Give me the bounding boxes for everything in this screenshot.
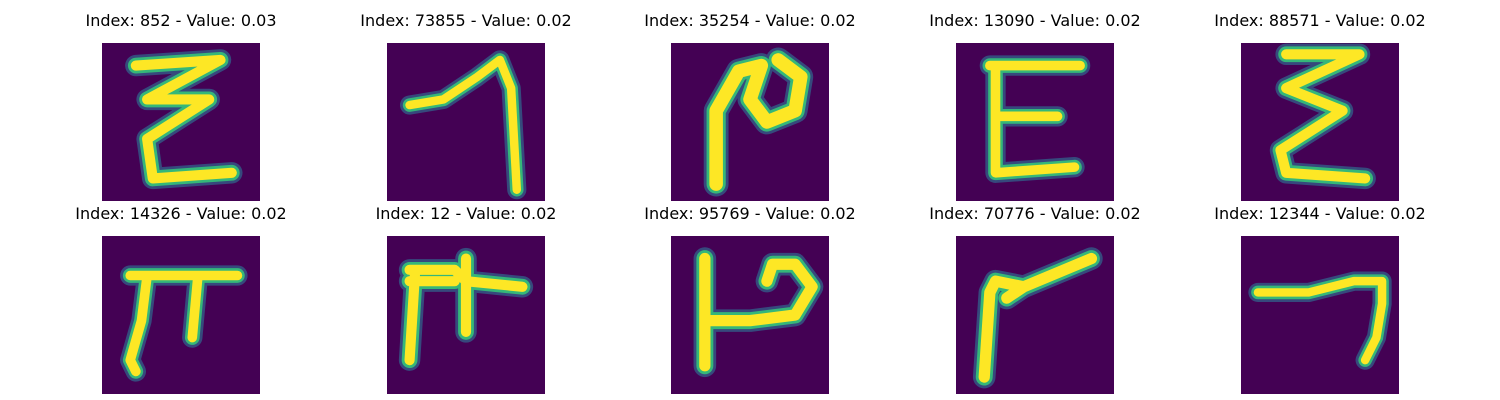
glyph-zeta-like <box>125 49 243 190</box>
sample-title: Index: 88571 - Value: 0.02 <box>1214 11 1426 30</box>
glyph-reversed-p <box>693 247 824 378</box>
glyph-sigma-e <box>1269 43 1376 190</box>
sample-image <box>1241 236 1399 394</box>
sample-cell: Index: 88571 - Value: 0.02 <box>1190 8 1450 201</box>
glyph-seven-thin <box>1248 271 1392 370</box>
glyph-hooked-n <box>703 47 814 197</box>
sample-cell: Index: 852 - Value: 0.03 <box>51 8 311 201</box>
glyph-pi-like <box>120 265 248 382</box>
sample-image <box>671 43 829 201</box>
glyph-epsilon-e <box>979 55 1091 183</box>
sample-title: Index: 852 - Value: 0.03 <box>85 11 277 30</box>
sample-image <box>102 43 260 201</box>
sample-title: Index: 95769 - Value: 0.02 <box>644 204 856 223</box>
sample-cell: Index: 14326 - Value: 0.02 <box>51 201 311 394</box>
glyph-seven-like <box>399 50 527 200</box>
sample-title: Index: 12344 - Value: 0.02 <box>1214 204 1426 223</box>
sample-cell: Index: 12 - Value: 0.02 <box>336 201 596 394</box>
sample-image <box>956 43 1114 201</box>
sample-cell: Index: 73855 - Value: 0.02 <box>336 8 596 201</box>
sample-title: Index: 13090 - Value: 0.02 <box>929 11 1141 30</box>
sample-cell: Index: 13090 - Value: 0.02 <box>905 8 1165 201</box>
sample-cell: Index: 12344 - Value: 0.02 <box>1190 201 1450 394</box>
glyph-check-v <box>972 247 1103 389</box>
sample-image <box>956 236 1114 394</box>
sample-cell: Index: 35254 - Value: 0.02 <box>620 8 880 201</box>
sample-cell: Index: 70776 - Value: 0.02 <box>905 201 1165 394</box>
sample-cell: Index: 95769 - Value: 0.02 <box>620 201 880 394</box>
sample-title: Index: 14326 - Value: 0.02 <box>75 204 287 223</box>
sample-image <box>1241 43 1399 201</box>
sample-image <box>671 236 829 394</box>
sample-image <box>387 43 545 201</box>
sample-title: Index: 35254 - Value: 0.02 <box>644 11 856 30</box>
sample-title: Index: 12 - Value: 0.02 <box>375 204 557 223</box>
sample-title: Index: 70776 - Value: 0.02 <box>929 204 1141 223</box>
glyph-pi-cross <box>398 247 534 371</box>
sample-image <box>387 236 545 394</box>
sample-title: Index: 73855 - Value: 0.02 <box>360 11 572 30</box>
sample-image <box>102 236 260 394</box>
